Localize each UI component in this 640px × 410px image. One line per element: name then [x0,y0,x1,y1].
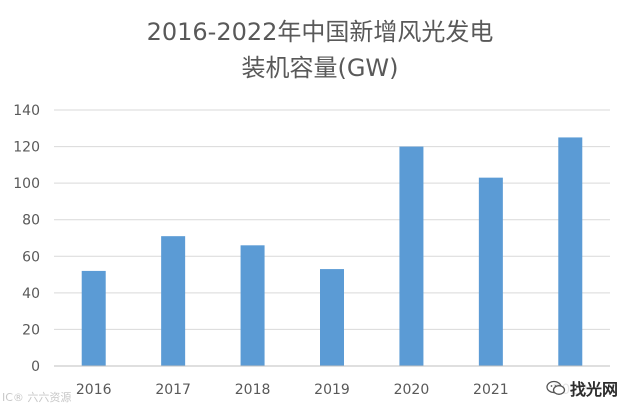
chart-title-line-1: 2016-2022年中国新增风光发电 [146,18,494,46]
bar [558,137,583,366]
x-tick-label: 2016 [76,382,112,398]
bar [161,236,186,366]
wechat-icon [546,380,566,395]
y-tick-label: 120 [13,140,40,156]
bar [399,146,424,366]
x-tick-label: 2020 [394,382,430,398]
x-tick-label: 2019 [314,382,350,398]
y-tick-label: 80 [22,213,40,229]
y-tick-label: 0 [31,359,40,375]
bar [478,177,503,366]
watermark-right-text: 找光网 [570,380,619,399]
bar [81,270,106,366]
x-tick-label: 2021 [473,382,509,398]
y-tick-label: 140 [13,103,40,119]
y-tick-label: 60 [22,249,40,265]
watermark-left: IC® 六六资源 [2,391,72,404]
watermark-right: 找光网 [542,374,623,402]
bar [320,269,344,366]
y-tick-label: 20 [22,322,40,338]
y-tick-label: 40 [22,286,40,302]
chart-title-line-2: 装机容量(GW) [241,54,399,82]
x-tick-label: 2017 [155,382,191,398]
chart-title: 2016-2022年中国新增风光发电 装机容量(GW) [0,14,640,86]
y-tick-label: 100 [13,176,40,192]
x-tick-label: 2018 [235,382,271,398]
bar [240,245,265,366]
